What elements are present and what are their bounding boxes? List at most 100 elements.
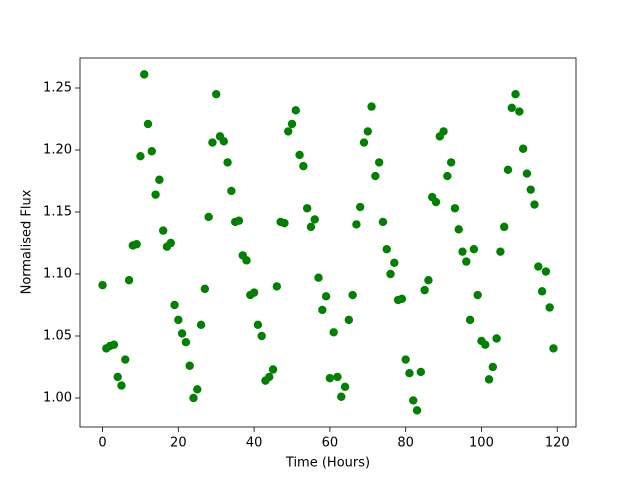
point [158, 226, 168, 235]
point [458, 247, 467, 256]
point [306, 222, 316, 232]
point [507, 103, 516, 113]
point [390, 258, 399, 268]
point [113, 372, 122, 382]
point [549, 344, 558, 353]
point [109, 340, 119, 349]
point [530, 200, 539, 209]
point [177, 329, 187, 338]
point [295, 150, 304, 160]
point [325, 373, 335, 383]
point [401, 355, 410, 364]
point [143, 119, 153, 129]
point [503, 165, 513, 175]
point [469, 244, 479, 254]
point [140, 70, 149, 79]
point [212, 90, 221, 99]
point [166, 238, 175, 248]
point [488, 362, 498, 372]
point [337, 392, 346, 401]
point [499, 222, 509, 232]
point [541, 267, 551, 276]
point [431, 197, 441, 207]
point [450, 204, 460, 213]
y-tick-label: 1.00 [43, 390, 72, 405]
point [181, 337, 191, 347]
y-tick-label: 1.10 [43, 266, 72, 281]
point [356, 202, 365, 212]
point [416, 367, 426, 377]
point [545, 303, 554, 312]
point [299, 161, 308, 171]
point [284, 127, 293, 136]
point [242, 256, 251, 265]
point [185, 361, 194, 370]
point [420, 285, 429, 295]
point [537, 287, 547, 296]
point [268, 365, 278, 374]
x-axis-label: Time (Hours) [285, 456, 370, 471]
point [189, 393, 198, 403]
point [272, 282, 282, 291]
y-tick-label: 1.15 [43, 204, 72, 219]
x-tick-label: 0 [98, 436, 106, 451]
point [515, 107, 524, 116]
point [363, 127, 372, 136]
x-tick-label: 100 [469, 436, 494, 451]
point [348, 290, 357, 300]
point [333, 372, 342, 382]
point [151, 190, 160, 199]
x-tick-label: 20 [170, 436, 187, 451]
point [511, 90, 520, 99]
point [374, 158, 384, 167]
point [132, 240, 141, 249]
x-tick-label: 80 [397, 436, 414, 451]
point [446, 158, 456, 167]
point [454, 225, 463, 234]
point [424, 275, 433, 285]
point [234, 216, 244, 225]
point [318, 305, 327, 315]
plot-frame [79, 57, 577, 428]
point [302, 204, 312, 213]
point [310, 215, 319, 224]
point [204, 212, 213, 222]
point [526, 185, 535, 194]
point [329, 328, 338, 337]
point [136, 152, 145, 161]
point [359, 138, 369, 147]
point [155, 175, 164, 184]
point [367, 102, 376, 111]
point [405, 368, 414, 378]
point [193, 385, 202, 394]
point [371, 171, 380, 181]
point [518, 144, 528, 153]
point [98, 280, 107, 290]
x-tick-label: 60 [322, 436, 339, 451]
point [352, 220, 361, 229]
y-axis-label: Normalised Flux [20, 189, 35, 294]
point [492, 334, 501, 343]
point [147, 147, 157, 156]
point [409, 396, 418, 405]
point [496, 247, 505, 256]
point [481, 340, 490, 349]
point [534, 262, 543, 271]
point [265, 372, 274, 382]
point [462, 257, 471, 266]
point [340, 382, 350, 392]
y-tick-label: 1.05 [43, 328, 72, 343]
point [484, 375, 494, 384]
point [280, 218, 289, 228]
point [223, 158, 232, 167]
point [314, 273, 323, 282]
point [465, 315, 475, 325]
point [473, 290, 482, 300]
point [174, 315, 183, 325]
point [170, 300, 179, 310]
point [382, 244, 391, 254]
y-tick-label: 1.20 [43, 143, 72, 158]
point [257, 331, 266, 341]
point [249, 288, 259, 297]
